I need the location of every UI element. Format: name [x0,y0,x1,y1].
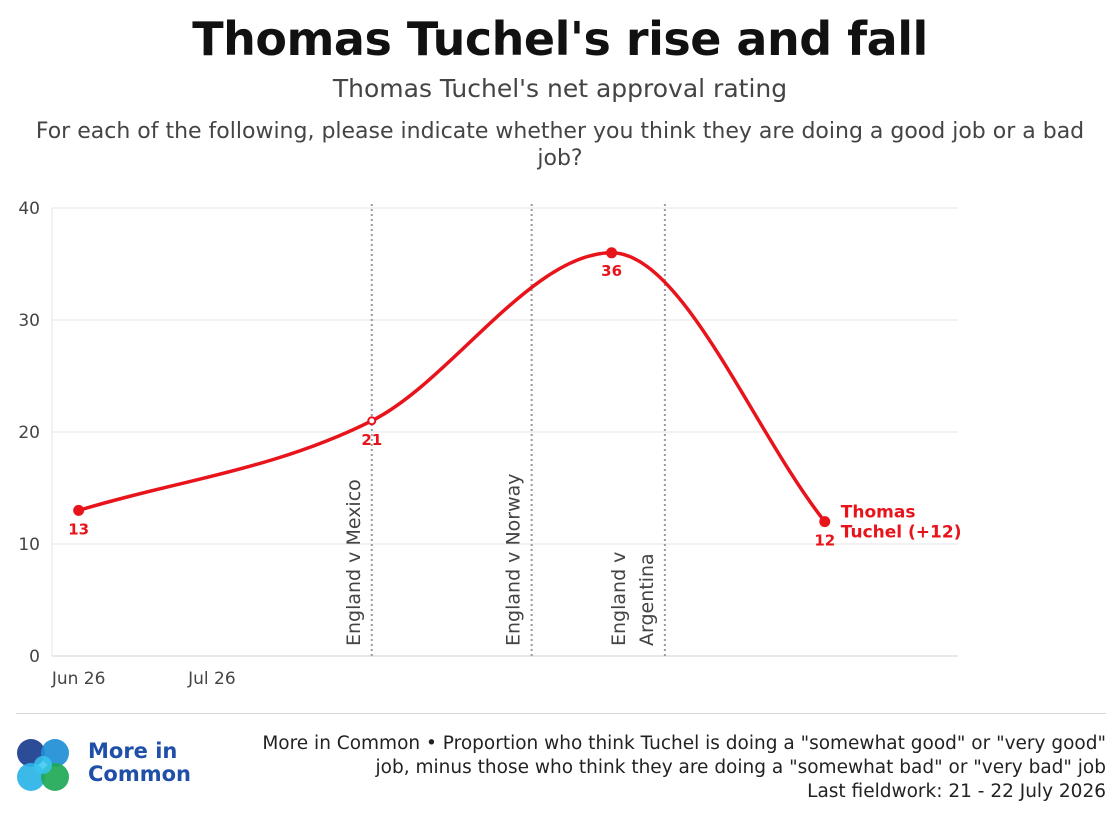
chart-title: Thomas Tuchel's rise and fall [192,12,928,66]
x-tick-label: Jul 26 [187,669,236,689]
data-point [73,504,85,516]
source-note: More in Common • Proportion who think Tu… [226,732,1106,804]
series-line [76,251,827,524]
data-point [606,247,618,259]
y-tick-label: 20 [18,423,40,443]
y-tick-label: 10 [18,535,40,555]
annotation-label: Argentina [636,553,658,646]
data-label: 13 [68,520,89,538]
source-line-1: More in Common • Proportion who think Tu… [262,733,1106,754]
data-label: 21 [361,431,382,449]
annotation-label: England v Norway [503,473,525,646]
data-point [367,416,377,426]
data-label: 36 [601,262,622,280]
x-tick-label: Jun 26 [51,669,106,689]
brand-line-1: More in [88,739,178,763]
survey-question: For each of the following, please indica… [35,119,1085,171]
y-tick-label: 40 [18,199,40,219]
source-line-2: job, minus those who think they are doin… [375,757,1106,778]
y-tick-label: 30 [18,311,40,331]
annotation-label: England v [608,552,630,646]
x-axis: Jun 26 Jul 26 [51,669,236,689]
series-end-label: Tuchel (+12) [841,523,962,543]
line-chart: England v Mexico England v Norway England … [18,199,962,689]
series-end-label: Thomas [841,503,916,523]
more-in-common-logo-icon [17,739,69,791]
data-label: 12 [814,532,835,550]
chart-subtitle: Thomas Tuchel's net approval rating [332,74,788,103]
brand-name: More in Common [88,740,191,786]
data-point [819,516,831,528]
footer-divider [16,713,1106,714]
annotation-label: England v Mexico [343,479,365,646]
gridlines [51,207,958,657]
y-tick-label: 0 [29,647,40,667]
source-line-3: Last fieldwork: 21 - 22 July 2026 [807,781,1106,802]
match-annotations: England v Mexico England v Norway England … [343,204,666,656]
brand-line-2: Common [88,762,191,786]
y-axis: 0 10 20 30 40 [18,199,40,667]
